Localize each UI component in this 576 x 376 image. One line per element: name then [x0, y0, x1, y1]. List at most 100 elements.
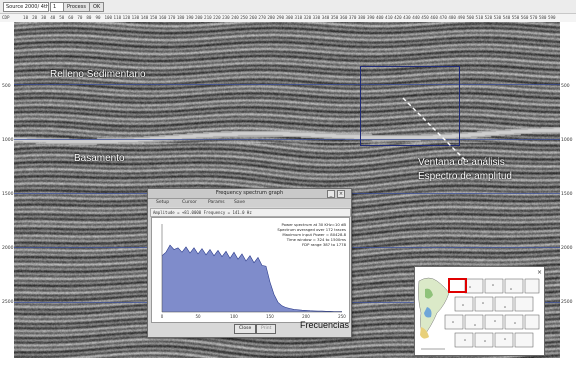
cdp-tick: 250: [240, 15, 248, 20]
cdp-tick: 440: [412, 15, 420, 20]
time-tick: 2500: [561, 300, 573, 305]
dialog-menu: Setup Cursor Params Save: [148, 199, 351, 207]
cdp-ruler: CDP 10 20 30 40 50 60 70 80 90 100 110 120 130 140 150 1…: [0, 14, 576, 22]
time-tick: 1000: [561, 138, 573, 143]
cdp-tick: 450: [421, 15, 429, 20]
cdp-tick: CDP: [2, 15, 10, 20]
cdp-tick: 270: [258, 15, 266, 20]
time-tick: 500: [561, 84, 570, 89]
cdp-tick: 330: [312, 15, 321, 20]
time-tick: 2500: [2, 300, 14, 305]
time-axis-left: 500 1000 1500 2000 2500: [0, 22, 14, 358]
spectrum-plot[interactable]: 0 50 100 150 200 250 Power spectrum at 30 KHz…: [151, 217, 350, 323]
cdp-tick: 350: [330, 15, 339, 20]
spectrum-x-tick: 50: [195, 314, 201, 319]
stat-line-1: Power spectrum at 30 KHz=10 dB: [281, 222, 347, 227]
inset-close-icon[interactable]: ×: [536, 269, 542, 276]
cdp-tick: 480: [448, 15, 456, 20]
time-tick: 500: [2, 84, 11, 89]
basemap-inset[interactable]: ×: [414, 266, 545, 356]
menu-setup[interactable]: Setup: [156, 200, 170, 205]
minimize-icon[interactable]: _: [327, 190, 335, 198]
cdp-tick: 470: [439, 15, 447, 20]
cdp-tick: 210: [204, 15, 212, 20]
relleno-label: Relleno Sedimentario: [50, 69, 146, 80]
time-axis-right: 500 1000 1500 2000 2500: [560, 22, 574, 358]
ventana-label-1: Ventana de análisis: [418, 157, 505, 168]
cdp-tick: 280: [267, 15, 275, 20]
cdp-tick: 320: [303, 15, 312, 20]
cdp-tick: 340: [321, 15, 330, 20]
cdp-tick: 70: [77, 15, 83, 20]
spectrum-x-tick: 100: [230, 314, 238, 319]
time-tick: 1000: [2, 138, 14, 143]
stat-line-2: Spectrum averaged over 172 traces: [277, 227, 346, 232]
cdp-tick: 110: [113, 15, 122, 20]
cursor-readout: Amplitude = +81.0000 Frequency = 141.0 H…: [150, 208, 351, 217]
spectrum-line: [161, 244, 343, 312]
cdp-tick: 40: [50, 15, 56, 20]
cdp-tick: 510: [475, 15, 484, 20]
cdp-tick: 460: [430, 15, 438, 20]
spectrum-area: [162, 245, 342, 312]
cdp-tick: 50: [59, 15, 65, 20]
cdp-tick: 230: [222, 15, 230, 20]
spectrum-chart: 0 50 100 150 200 250: [161, 224, 346, 319]
cdp-tick: 150: [149, 15, 158, 20]
stat-line-3: Maximum input Power = 80428.8: [282, 232, 346, 237]
cdp-tick: 160: [158, 15, 167, 20]
time-tick: 1500: [561, 192, 573, 197]
cdp-tick: 220: [213, 15, 221, 20]
cdp-tick: 80: [86, 15, 92, 20]
stat-line-4: Time window = 324 to 1500ms: [286, 237, 346, 242]
cdp-tick: 100: [104, 15, 113, 20]
basemap-highlight-box: [448, 278, 467, 293]
time-tick: 2000: [2, 246, 14, 251]
time-line-1000: [14, 139, 560, 140]
cdp-tick: 30: [41, 15, 47, 20]
ventana-label-2: Espectro de amplitud: [418, 171, 512, 182]
dialog-title: Frequency spectrum graph: [148, 189, 351, 199]
cdp-tick: 420: [394, 15, 402, 20]
cdp-tick: 430: [403, 15, 411, 20]
cdp-tick: 190: [185, 15, 194, 20]
cdp-tick: 540: [502, 15, 511, 20]
cdp-tick: 530: [493, 15, 502, 20]
cdp-tick: 20: [32, 15, 38, 20]
cdp-tick: 170: [167, 15, 176, 20]
cdp-tick: 500: [466, 15, 475, 20]
ok-button[interactable]: OK: [89, 2, 105, 12]
cdp-tick: 130: [131, 15, 140, 20]
cdp-tick: 490: [457, 15, 466, 20]
cdp-tick: 550: [511, 15, 520, 20]
spectrum-x-tick: 250: [338, 314, 346, 319]
cdp-tick: 290: [276, 15, 285, 20]
cdp-tick: 390: [366, 15, 375, 20]
analysis-window-box[interactable]: [360, 66, 460, 146]
cdp-tick: 370: [348, 15, 357, 20]
source-field[interactable]: Source 2000/ 4th: [3, 2, 49, 12]
cdp-tick: 560: [520, 15, 529, 20]
menu-save[interactable]: Save: [234, 200, 246, 205]
cdp-tick: 90: [95, 15, 101, 20]
menu-params[interactable]: Params: [208, 200, 225, 205]
toolbar: Source 2000/ 4th 1 Process OK: [0, 0, 576, 14]
cdp-tick: 180: [176, 15, 185, 20]
spectrum-x-tick: 200: [302, 314, 310, 319]
basamento-label: Basamento: [74, 153, 125, 164]
cdp-tick: 300: [285, 15, 294, 20]
time-tick: 2000: [561, 246, 573, 251]
print-button[interactable]: Print: [256, 324, 277, 334]
cdp-tick: 200: [195, 15, 203, 20]
time-tick: 1500: [2, 192, 14, 197]
menu-cursor[interactable]: Cursor: [182, 200, 197, 205]
cdp-tick: 570: [529, 15, 538, 20]
cdp-tick: 400: [376, 15, 384, 20]
cdp-tick: 520: [484, 15, 493, 20]
cdp-tick: 410: [385, 15, 393, 20]
cdp-tick: 140: [140, 15, 149, 20]
close-button[interactable]: Close: [234, 324, 257, 334]
cdp-tick: 60: [68, 15, 74, 20]
close-icon[interactable]: ×: [337, 190, 345, 198]
cdp-tick: 580: [538, 15, 547, 20]
